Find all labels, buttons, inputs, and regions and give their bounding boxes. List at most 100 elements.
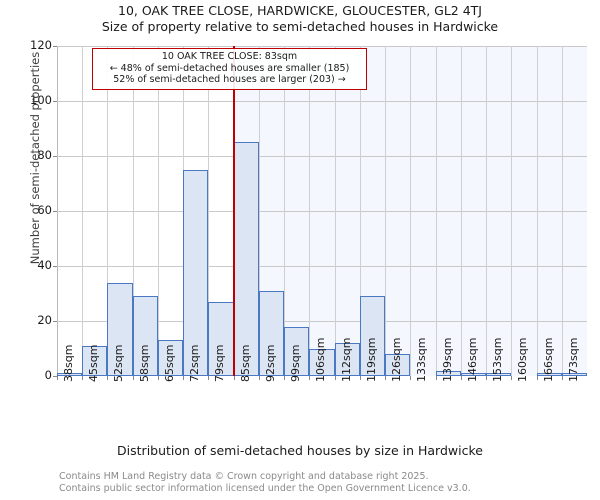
x-tick-label-58sqm: 58sqm xyxy=(138,344,151,382)
bar-58sqm xyxy=(133,296,158,376)
x-tick-mark-38sqm xyxy=(57,376,58,380)
footer-line-1: Contains HM Land Registry data © Crown c… xyxy=(59,471,429,482)
plot-area: 10 OAK TREE CLOSE: 83sqm ← 48% of semi-d… xyxy=(57,46,587,376)
bar-139sqm xyxy=(436,370,461,376)
x-tick-mark-58sqm xyxy=(133,376,134,380)
x-tick-mark-72sqm xyxy=(183,376,184,380)
y-tick-label-40: 40 xyxy=(37,258,52,272)
bar-166sqm xyxy=(537,373,562,376)
x-tick-label-133sqm: 133sqm xyxy=(415,337,428,382)
bar-146sqm xyxy=(461,373,486,376)
gridline-y-100 xyxy=(57,101,587,102)
bar-119sqm xyxy=(360,296,385,376)
y-tick-label-120: 120 xyxy=(30,38,52,52)
y-tick-label-20: 20 xyxy=(37,313,52,327)
chart-title: 10, OAK TREE CLOSE, HARDWICKE, GLOUCESTE… xyxy=(118,3,482,18)
y-tick-mark-40 xyxy=(53,266,57,267)
bar-126sqm xyxy=(385,354,410,376)
gridline-x-17 xyxy=(486,46,487,376)
y-tick-label-100: 100 xyxy=(30,93,52,107)
chart-subtitle: Size of property relative to semi-detach… xyxy=(101,19,499,34)
bar-112sqm xyxy=(335,343,360,376)
x-tick-label-139sqm: 139sqm xyxy=(441,337,454,382)
y-tick-mark-0 xyxy=(53,376,57,377)
x-tick-label-173sqm: 173sqm xyxy=(567,337,580,382)
bar-92sqm xyxy=(259,290,284,376)
bar-45sqm xyxy=(82,345,107,376)
bar-72sqm xyxy=(183,169,208,376)
bar-65sqm xyxy=(158,340,183,376)
gridline-x-18 xyxy=(511,46,512,376)
x-tick-label-126sqm: 126sqm xyxy=(390,337,403,382)
gridline-x-1 xyxy=(82,46,83,376)
x-tick-mark-119sqm xyxy=(360,376,361,380)
gridline-y-40 xyxy=(57,266,587,267)
y-tick-mark-60 xyxy=(53,211,57,212)
x-tick-mark-133sqm xyxy=(410,376,411,380)
x-tick-label-38sqm: 38sqm xyxy=(62,344,75,382)
chart-title-block: 10, OAK TREE CLOSE, HARDWICKE, GLOUCESTE… xyxy=(0,3,600,35)
gridline-y-60 xyxy=(57,211,587,212)
annotation-line-2: ← 48% of semi-detached houses are smalle… xyxy=(109,62,350,74)
x-tick-label-85sqm: 85sqm xyxy=(239,344,252,382)
x-tick-mark-65sqm xyxy=(158,376,159,380)
x-tick-mark-99sqm xyxy=(284,376,285,380)
bar-173sqm xyxy=(562,373,587,376)
x-tick-mark-160sqm xyxy=(511,376,512,380)
gridline-x-16 xyxy=(461,46,462,376)
bar-38sqm xyxy=(57,373,82,376)
bar-99sqm xyxy=(284,326,309,376)
property-size-marker-line xyxy=(233,46,235,376)
gridline-x-14 xyxy=(410,46,411,376)
x-tick-label-146sqm: 146sqm xyxy=(466,337,479,382)
x-tick-mark-126sqm xyxy=(385,376,386,380)
x-tick-mark-85sqm xyxy=(234,376,235,380)
gridline-x-6 xyxy=(208,46,209,376)
y-tick-label-80: 80 xyxy=(37,148,52,162)
x-tick-label-166sqm: 166sqm xyxy=(542,337,555,382)
gridline-x-19 xyxy=(537,46,538,376)
x-tick-mark-79sqm xyxy=(208,376,209,380)
gridline-x-10 xyxy=(309,46,310,376)
x-tick-mark-45sqm xyxy=(82,376,83,380)
y-tick-mark-100 xyxy=(53,101,57,102)
x-tick-label-160sqm: 160sqm xyxy=(516,337,529,382)
footer-line-2: Contains public sector information licen… xyxy=(59,482,471,494)
gridline-x-12 xyxy=(360,46,361,376)
x-tick-label-52sqm: 52sqm xyxy=(112,344,125,382)
annotation-line-3: 52% of semi-detached houses are larger (… xyxy=(113,74,346,85)
y-tick-label-60: 60 xyxy=(37,203,52,217)
x-tick-mark-106sqm xyxy=(309,376,310,380)
x-tick-mark-166sqm xyxy=(537,376,538,380)
x-axis-title: Distribution of semi-detached houses by … xyxy=(117,443,483,458)
annotation-line-1: 10 OAK TREE CLOSE: 83sqm xyxy=(161,51,298,62)
gridline-x-2 xyxy=(107,46,108,376)
x-tick-label-79sqm: 79sqm xyxy=(213,344,226,382)
gridline-x-20 xyxy=(562,46,563,376)
y-tick-mark-80 xyxy=(53,156,57,157)
y-tick-label-0: 0 xyxy=(44,368,52,382)
x-tick-mark-146sqm xyxy=(461,376,462,380)
bar-153sqm xyxy=(486,373,511,376)
gridline-x-11 xyxy=(335,46,336,376)
gridline-x-9 xyxy=(284,46,285,376)
y-tick-mark-20 xyxy=(53,321,57,322)
x-tick-mark-139sqm xyxy=(436,376,437,380)
x-tick-label-119sqm: 119sqm xyxy=(365,337,378,382)
gridline-y-80 xyxy=(57,156,587,157)
gridline-y-20 xyxy=(57,321,587,322)
gridline-y-120 xyxy=(57,46,587,47)
gridline-x-13 xyxy=(385,46,386,376)
x-tick-label-112sqm: 112sqm xyxy=(340,337,353,382)
x-tick-label-153sqm: 153sqm xyxy=(491,337,504,382)
bar-85sqm xyxy=(234,142,259,376)
x-tick-mark-52sqm xyxy=(107,376,108,380)
gridline-x-4 xyxy=(158,46,159,376)
bar-52sqm xyxy=(107,282,133,376)
gridline-x-15 xyxy=(436,46,437,376)
x-tick-label-45sqm: 45sqm xyxy=(87,344,100,382)
x-tick-label-92sqm: 92sqm xyxy=(264,344,277,382)
x-tick-label-65sqm: 65sqm xyxy=(163,344,176,382)
y-axis-title: Number of semi-detached properties xyxy=(28,51,42,265)
